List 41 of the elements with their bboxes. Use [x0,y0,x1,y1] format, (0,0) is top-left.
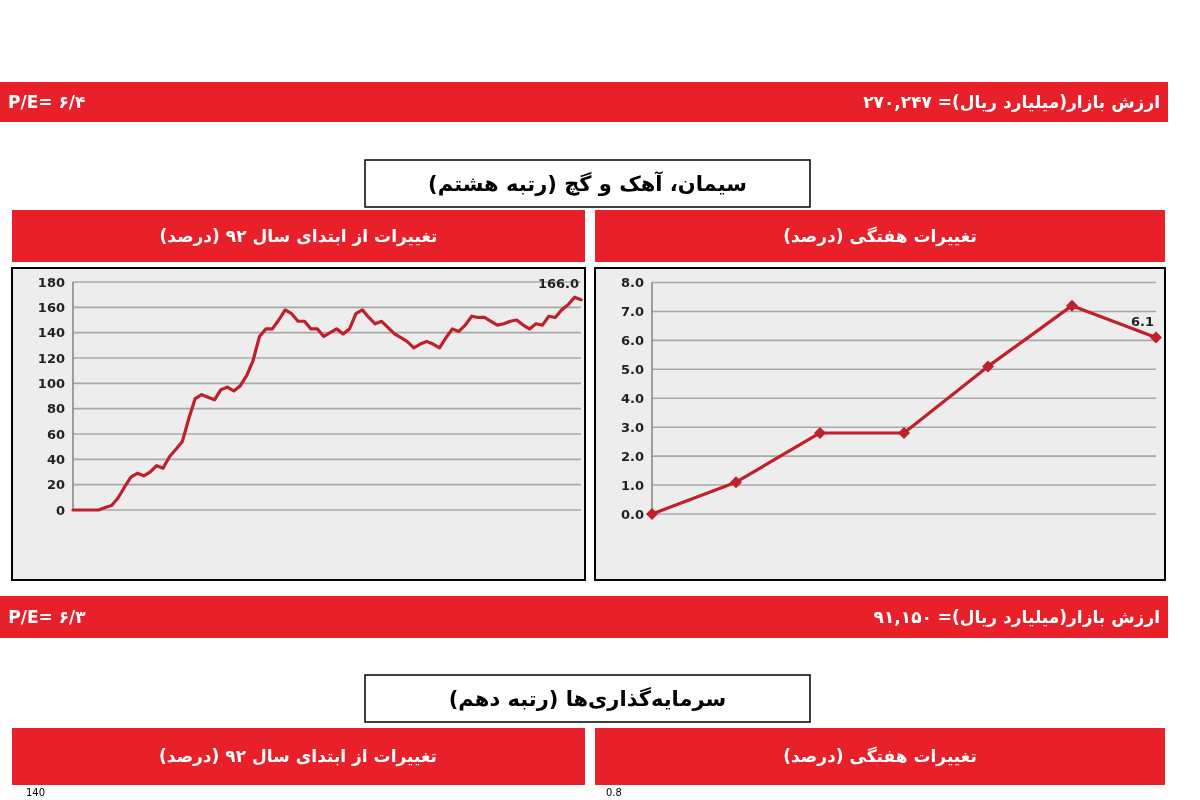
y-tick-label: 6.0 [620,332,644,348]
point [982,360,994,373]
text: سرمایه‌گذاری‌ها (رتبه دهم) [448,685,727,711]
y-tick-label: 0.0 [620,506,644,522]
y-tick-label: 140 [37,325,65,341]
y-tick-label: 60 [46,426,65,442]
text: P/E= ۶/۳ [8,607,87,627]
y-tick-label: 80 [46,401,65,417]
point [814,426,826,439]
point [898,426,910,439]
chart-title: تغییرات از ابتدای سال ۹۲ (درصد) [159,226,438,247]
line-series [71,295,583,512]
text: تغییرات هفتگی (درصد) [783,746,977,767]
y-tick-label: 120 [37,350,65,366]
text: 140 [26,786,46,798]
point [1066,299,1078,312]
y-tick-label: 5.0 [620,361,644,377]
y-tick-label: 1.0 [620,477,644,493]
data-label: 166.0 [537,276,579,292]
y-tick-label: 3.0 [620,419,644,435]
text: ارزش بازار(میلیارد ریال)= ۹۱,۱۵۰ [873,607,1160,627]
text: 0.8 [606,786,622,798]
text: تغییرات از ابتدای سال ۹۲ (درصد) [159,746,437,767]
y-tick-label: 2.0 [620,448,644,464]
y-tick-label: 4.0 [620,390,644,406]
y-tick-label: 7.0 [620,303,644,319]
data-label: 6.1 [1130,313,1154,329]
y-tick-label: 8.0 [620,275,644,290]
y-tick-label: 180 [37,274,65,290]
y-tick-label: 20 [46,477,65,493]
text: ارزش بازار(میلیارد ریال)= ۲۷۰,۲۴۷ [863,92,1160,112]
chart-title: تغییرات هفتگی (درصد) [783,226,977,247]
point [1150,331,1162,344]
point [646,508,658,520]
y-tick-label: 100 [37,375,65,391]
y-tick-label: 40 [46,451,65,467]
y-tick-label: 160 [37,299,65,315]
point [730,476,742,489]
text: سیمان، آهک و گچ (رتبه هشتم) [428,170,747,196]
text: P/E= ۶/۴ [8,92,86,112]
y-tick-label: 0 [55,502,65,518]
